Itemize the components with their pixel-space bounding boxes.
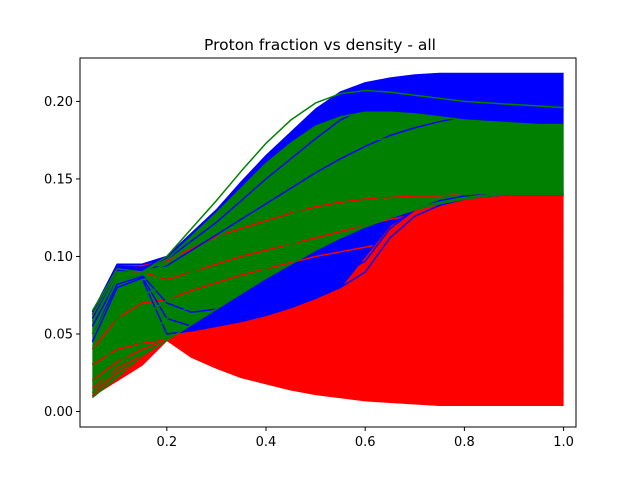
series-line-24 xyxy=(91,193,564,399)
series-line-12 xyxy=(91,108,564,319)
band-2 xyxy=(92,112,564,398)
y-tick-label: 0.05 xyxy=(44,327,73,342)
series-line-18 xyxy=(91,137,564,322)
y-axis: 0.00 0.05 0.10 0.15 0.20 xyxy=(44,95,80,420)
plot-area xyxy=(91,72,564,407)
x-tick-label: 0.8 xyxy=(454,435,475,450)
series-line-19 xyxy=(91,159,564,335)
axes-frame xyxy=(79,57,577,428)
series-line-1 xyxy=(91,195,564,319)
y-tick-label: 0.15 xyxy=(44,172,73,187)
x-tick-label: 1.0 xyxy=(553,435,574,450)
series-line-20 xyxy=(91,176,564,350)
x-tick-label: 0.6 xyxy=(355,435,376,450)
chart-title: Proton fraction vs density - all xyxy=(204,36,436,54)
y-tick-label: 0.00 xyxy=(44,405,73,420)
series-line-17 xyxy=(91,111,564,316)
series-line-3 xyxy=(92,255,564,366)
series-line-23 xyxy=(91,192,564,394)
y-tick-label: 0.10 xyxy=(44,250,73,265)
series-line-4 xyxy=(91,286,564,382)
x-tick-label: 0.4 xyxy=(256,435,277,450)
x-tick-label: 0.2 xyxy=(156,435,177,450)
series-line-22 xyxy=(91,190,564,381)
x-axis: 0.2 0.4 0.6 0.8 1.0 xyxy=(156,427,574,450)
series-line-16 xyxy=(91,89,564,312)
series-line-21 xyxy=(91,185,564,366)
series-line-9 xyxy=(92,339,564,407)
y-tick-label: 0.20 xyxy=(44,95,73,110)
